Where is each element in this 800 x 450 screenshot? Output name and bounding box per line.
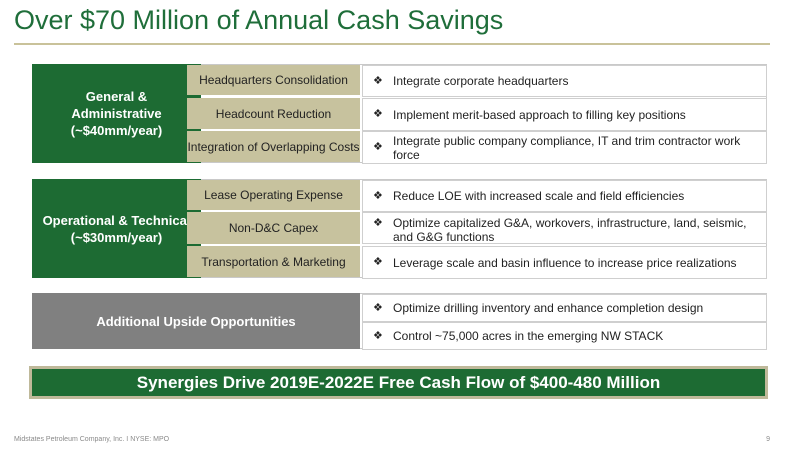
category-overlapping-costs: Integration of Overlapping Costs	[187, 131, 360, 162]
title-divider	[14, 43, 770, 45]
detail-row: ❖ Integrate public company compliance, I…	[362, 131, 767, 164]
detail-row: ❖ Optimize capitalized G&A, workovers, i…	[362, 212, 767, 244]
section-label: Operational & Technical (~$30mm/year)	[32, 179, 201, 278]
general-administrative-section: General & Administrative (~$40mm/year) H…	[32, 64, 767, 164]
detail-row: ❖ Integrate corporate headquarters	[362, 65, 767, 97]
detail-row: ❖ Leverage scale and basin influence to …	[362, 246, 767, 279]
category-lease-operating-expense: Lease Operating Expense	[187, 180, 360, 210]
diamond-bullet-icon: ❖	[373, 141, 383, 153]
detail-row: ❖ Reduce LOE with increased scale and fi…	[362, 180, 767, 212]
category-headquarters-consolidation: Headquarters Consolidation	[187, 65, 360, 95]
diamond-bullet-icon: ❖	[373, 256, 383, 268]
operational-technical-section: Operational & Technical (~$30mm/year) Le…	[32, 179, 767, 279]
category-non-dc-capex: Non-D&C Capex	[187, 212, 360, 244]
page-number: 9	[766, 436, 770, 443]
section-label: General & Administrative (~$40mm/year)	[32, 64, 201, 163]
detail-row: ❖ Implement merit-based approach to fill…	[362, 98, 767, 131]
diamond-bullet-icon: ❖	[373, 108, 383, 120]
category-transportation-marketing: Transportation & Marketing	[187, 246, 360, 277]
additional-upside-section: Additional Upside Opportunities ❖ Optimi…	[32, 293, 767, 350]
diamond-bullet-icon: ❖	[373, 301, 383, 314]
page-title: Over $70 Million of Annual Cash Savings	[14, 5, 504, 35]
diamond-bullet-icon: ❖	[373, 189, 383, 202]
diamond-bullet-icon: ❖	[373, 74, 383, 87]
synergies-banner: Synergies Drive 2019E-2022E Free Cash Fl…	[29, 366, 768, 399]
detail-row: ❖ Control ~75,000 acres in the emerging …	[362, 322, 767, 350]
category-headcount-reduction: Headcount Reduction	[187, 98, 360, 129]
diamond-bullet-icon: ❖	[373, 329, 383, 342]
detail-row: ❖ Optimize drilling inventory and enhanc…	[362, 294, 767, 322]
diamond-bullet-icon: ❖	[373, 217, 383, 229]
footer-company: Midstates Petroleum Company, Inc. I NYSE…	[14, 436, 170, 443]
section-label: Additional Upside Opportunities	[32, 293, 360, 349]
